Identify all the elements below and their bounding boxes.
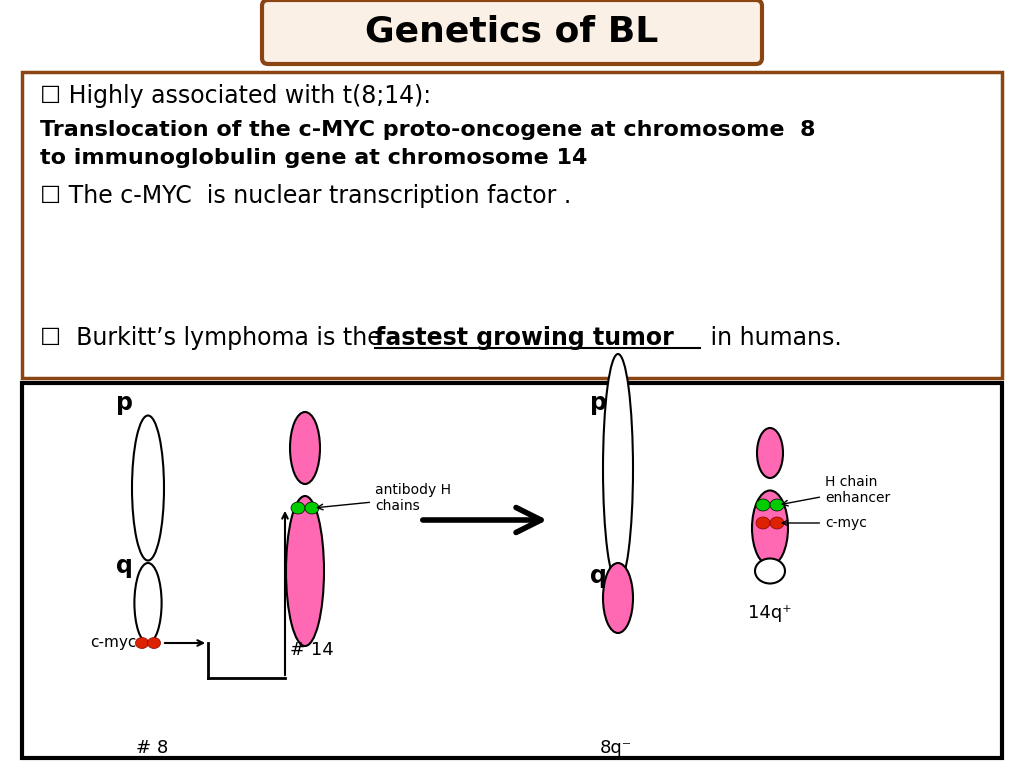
Text: to immunoglobulin gene at chromosome 14: to immunoglobulin gene at chromosome 14 bbox=[40, 148, 588, 168]
Text: antibody H
chains: antibody H chains bbox=[317, 483, 451, 513]
Text: ☐ The c-MYC  is nuclear transcription factor .: ☐ The c-MYC is nuclear transcription fac… bbox=[40, 184, 571, 208]
Text: # 14: # 14 bbox=[290, 641, 334, 659]
Text: H chain
enhancer: H chain enhancer bbox=[782, 475, 890, 506]
Text: q: q bbox=[116, 554, 133, 578]
Ellipse shape bbox=[756, 499, 770, 511]
Ellipse shape bbox=[286, 496, 324, 646]
Ellipse shape bbox=[305, 502, 319, 514]
FancyBboxPatch shape bbox=[22, 72, 1002, 378]
Ellipse shape bbox=[147, 637, 161, 648]
FancyBboxPatch shape bbox=[262, 0, 762, 64]
Text: Translocation of the c-MYC proto-oncogene at chromosome  8: Translocation of the c-MYC proto-oncogen… bbox=[40, 120, 815, 140]
Ellipse shape bbox=[603, 563, 633, 633]
Ellipse shape bbox=[134, 563, 162, 643]
Text: 8q⁻: 8q⁻ bbox=[600, 739, 632, 757]
Ellipse shape bbox=[290, 412, 319, 484]
Bar bbox=[22, 383, 1002, 758]
Ellipse shape bbox=[757, 428, 783, 478]
Ellipse shape bbox=[770, 499, 784, 511]
Text: 14q⁺: 14q⁺ bbox=[748, 604, 792, 622]
Ellipse shape bbox=[291, 502, 305, 514]
Ellipse shape bbox=[770, 517, 784, 529]
Text: ☐ Highly associated with t(8;14):: ☐ Highly associated with t(8;14): bbox=[40, 84, 431, 108]
Text: in humans.: in humans. bbox=[703, 326, 842, 350]
Text: c-myc: c-myc bbox=[90, 635, 136, 650]
Ellipse shape bbox=[756, 517, 770, 529]
Text: fastest growing tumor: fastest growing tumor bbox=[375, 326, 674, 350]
Ellipse shape bbox=[603, 354, 633, 584]
Text: p: p bbox=[590, 391, 607, 415]
Text: q: q bbox=[590, 564, 607, 588]
Text: Genetics of BL: Genetics of BL bbox=[366, 14, 658, 48]
Ellipse shape bbox=[752, 491, 788, 565]
Ellipse shape bbox=[132, 415, 164, 561]
Text: c-myc: c-myc bbox=[782, 516, 867, 530]
Ellipse shape bbox=[755, 558, 785, 584]
Text: ☐  Burkitt’s lymphoma is the: ☐ Burkitt’s lymphoma is the bbox=[40, 326, 389, 350]
Text: p: p bbox=[116, 391, 133, 415]
Ellipse shape bbox=[135, 637, 148, 648]
Text: # 8: # 8 bbox=[136, 739, 168, 757]
